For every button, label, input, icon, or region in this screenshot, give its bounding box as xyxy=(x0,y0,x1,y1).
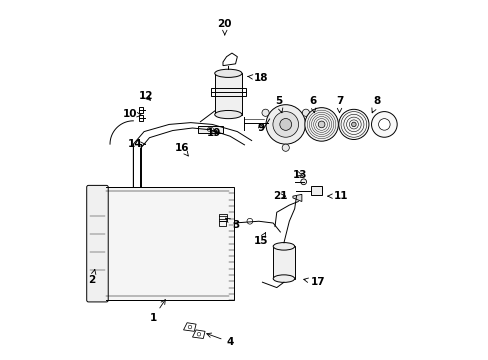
Text: 8: 8 xyxy=(371,96,380,113)
Circle shape xyxy=(304,108,338,141)
Text: 13: 13 xyxy=(292,170,306,180)
Text: 2: 2 xyxy=(88,270,96,285)
Circle shape xyxy=(279,118,291,130)
Text: 21: 21 xyxy=(273,191,287,201)
Text: 17: 17 xyxy=(303,277,325,287)
Ellipse shape xyxy=(214,111,242,119)
Polygon shape xyxy=(292,194,301,202)
Text: 10: 10 xyxy=(122,109,141,119)
Text: 15: 15 xyxy=(253,233,267,246)
Text: 7: 7 xyxy=(335,96,343,113)
Polygon shape xyxy=(214,73,242,114)
Polygon shape xyxy=(273,246,294,279)
Polygon shape xyxy=(310,186,321,195)
Text: 4: 4 xyxy=(206,333,233,347)
Circle shape xyxy=(262,109,268,116)
Text: 6: 6 xyxy=(308,96,316,113)
Text: 11: 11 xyxy=(327,191,348,201)
Ellipse shape xyxy=(273,243,294,250)
Text: 9: 9 xyxy=(257,123,264,133)
Circle shape xyxy=(351,122,355,127)
Circle shape xyxy=(302,109,309,116)
Ellipse shape xyxy=(214,69,242,77)
Text: 14: 14 xyxy=(127,139,145,149)
Circle shape xyxy=(318,121,325,128)
Circle shape xyxy=(300,179,306,185)
Text: 16: 16 xyxy=(174,143,188,156)
Text: 19: 19 xyxy=(206,129,221,138)
Ellipse shape xyxy=(207,127,213,132)
Text: 18: 18 xyxy=(247,73,267,83)
Circle shape xyxy=(378,119,389,130)
Circle shape xyxy=(338,109,368,140)
Polygon shape xyxy=(198,126,223,133)
FancyBboxPatch shape xyxy=(86,185,108,302)
Ellipse shape xyxy=(273,275,294,282)
Circle shape xyxy=(272,112,298,137)
Text: 20: 20 xyxy=(217,19,231,35)
Circle shape xyxy=(265,105,305,144)
Circle shape xyxy=(282,144,289,151)
Text: 12: 12 xyxy=(139,91,153,101)
Text: 5: 5 xyxy=(274,96,282,113)
Polygon shape xyxy=(106,187,233,300)
Circle shape xyxy=(371,112,396,137)
Text: 1: 1 xyxy=(149,300,165,323)
Text: 3: 3 xyxy=(225,218,239,230)
